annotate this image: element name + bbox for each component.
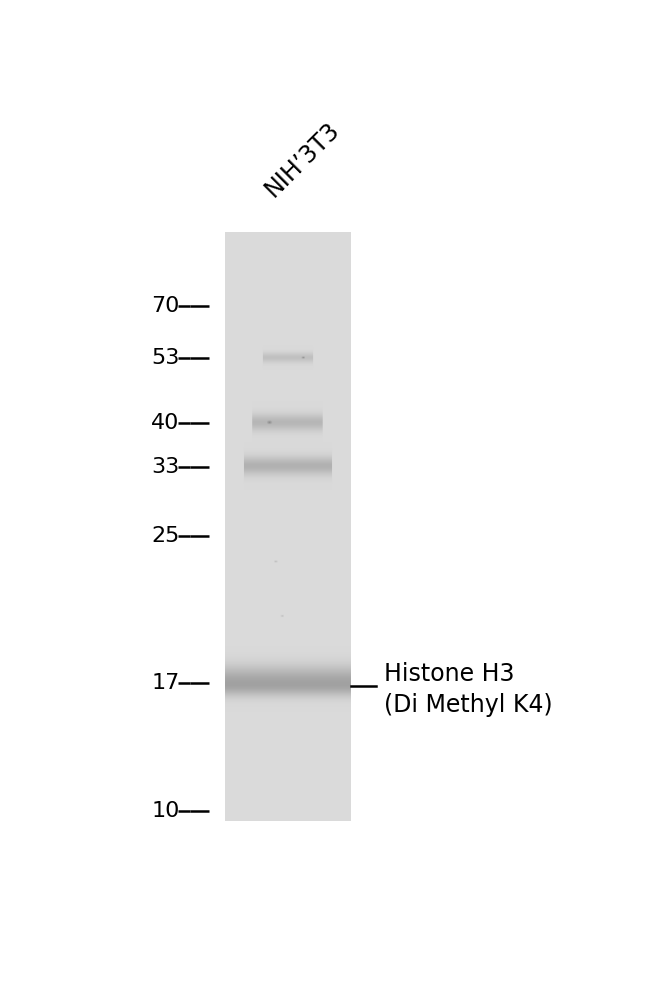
Text: 10: 10	[151, 801, 179, 821]
Text: 40: 40	[151, 413, 179, 433]
Text: 70: 70	[151, 296, 179, 317]
Text: NIH’3T3: NIH’3T3	[260, 118, 344, 202]
Text: 53: 53	[151, 348, 179, 368]
Text: Histone H3
(Di Methyl K4): Histone H3 (Di Methyl K4)	[384, 662, 552, 717]
Text: 17: 17	[151, 673, 179, 693]
Text: 33: 33	[151, 456, 179, 476]
Text: 25: 25	[151, 527, 179, 546]
